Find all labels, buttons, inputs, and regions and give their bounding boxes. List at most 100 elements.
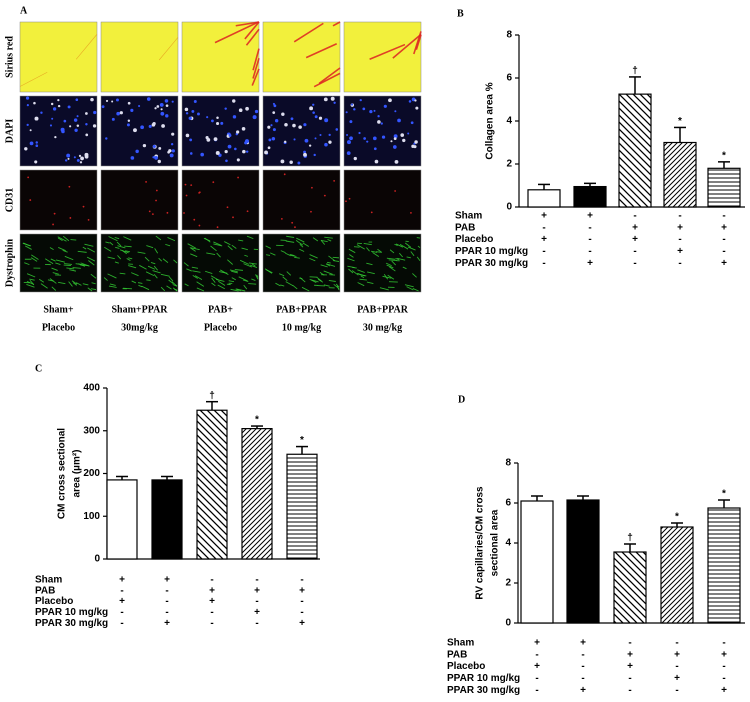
fiber <box>123 236 132 241</box>
treatment-mark: + <box>721 685 727 696</box>
fiber <box>210 245 217 252</box>
cell <box>273 104 277 108</box>
fiber <box>82 283 89 286</box>
error-bar <box>584 182 596 187</box>
fiber <box>348 248 356 254</box>
y-tick-label: 2 <box>505 578 511 589</box>
fiber <box>173 259 178 264</box>
cell <box>105 99 109 103</box>
cell <box>138 104 141 108</box>
fiber <box>290 254 297 257</box>
cell <box>165 104 169 107</box>
cell <box>167 150 170 154</box>
fiber <box>66 267 75 270</box>
fiber <box>231 277 236 281</box>
cell <box>82 205 85 208</box>
treatment-mark: + <box>721 222 727 233</box>
cell <box>358 131 361 135</box>
fiber <box>375 251 382 253</box>
bar <box>286 453 318 560</box>
treatment-mark: - <box>628 673 631 684</box>
fiber <box>366 262 373 266</box>
fiber <box>116 241 122 247</box>
streak <box>293 22 324 43</box>
treatment-mark: + <box>541 211 547 222</box>
panel-a: A Sirius red DAPI CD31 Dystrophin Sham+ Placeb… <box>4 5 422 333</box>
fiber <box>183 262 189 267</box>
cell <box>154 107 157 110</box>
cell <box>211 119 214 123</box>
fiber <box>285 281 294 287</box>
treatment-mark: + <box>632 234 638 245</box>
treatment-mark: - <box>581 649 584 660</box>
treatment-mark: - <box>542 258 545 269</box>
fiber <box>29 278 35 281</box>
cell <box>130 108 134 112</box>
cell <box>198 191 201 194</box>
cell <box>400 133 405 137</box>
column-label: PAB+PPAR <box>276 304 328 315</box>
error-bar <box>296 445 308 455</box>
treatment-mark: - <box>165 585 168 596</box>
micrograph <box>343 169 422 231</box>
cell <box>171 149 175 153</box>
treatment-mark: - <box>675 685 678 696</box>
streak <box>244 21 260 40</box>
cell <box>303 152 307 157</box>
fiber <box>239 259 250 265</box>
fiber <box>370 250 378 253</box>
cell <box>393 134 398 139</box>
fiber <box>192 270 201 273</box>
fiber <box>114 237 120 240</box>
treatment-mark: - <box>722 638 725 649</box>
significance-mark: * <box>300 435 304 446</box>
treatment-mark: - <box>675 661 678 672</box>
bar <box>660 526 694 624</box>
treatment-mark: - <box>633 211 636 222</box>
column-label: Sham+ <box>43 304 73 315</box>
treatment-mark: - <box>120 607 123 618</box>
micrograph <box>181 95 260 167</box>
treatment-mark: - <box>678 211 681 222</box>
error-bar <box>116 475 128 480</box>
fiber <box>249 264 258 268</box>
bar <box>613 551 647 624</box>
cell <box>220 121 224 125</box>
treatment-mark: + <box>534 661 540 672</box>
fiber <box>280 250 286 254</box>
cell <box>159 102 164 107</box>
fiber <box>320 239 326 245</box>
micrograph-bg <box>19 95 98 167</box>
fiber <box>55 262 61 265</box>
fiber <box>382 275 392 279</box>
micrograph-bg <box>100 233 179 293</box>
y-tick-label: 6 <box>506 73 512 84</box>
cell <box>245 106 249 111</box>
fiber <box>153 274 158 279</box>
fiber <box>160 286 166 292</box>
bar <box>707 507 741 624</box>
fiber <box>24 262 30 266</box>
cell <box>49 124 53 127</box>
treatment-mark: - <box>722 661 725 672</box>
treatment-mark: - <box>255 596 258 607</box>
micrograph-bg <box>19 21 98 93</box>
treatment-label: PPAR 10 mg/kg <box>447 673 520 684</box>
fiber <box>75 263 85 266</box>
cell <box>303 123 307 127</box>
bar <box>196 409 228 560</box>
fiber <box>218 280 226 286</box>
fiber <box>366 247 370 252</box>
significance-mark: † <box>632 66 638 77</box>
treatment-mark: + <box>254 607 260 618</box>
cell <box>170 143 174 146</box>
fiber <box>367 271 375 275</box>
fiber <box>363 242 372 246</box>
fiber <box>137 282 143 284</box>
cell <box>346 133 349 136</box>
cell <box>34 116 39 121</box>
cell <box>92 124 97 128</box>
cell <box>116 98 119 102</box>
cell <box>328 133 331 137</box>
fiber <box>128 257 133 260</box>
